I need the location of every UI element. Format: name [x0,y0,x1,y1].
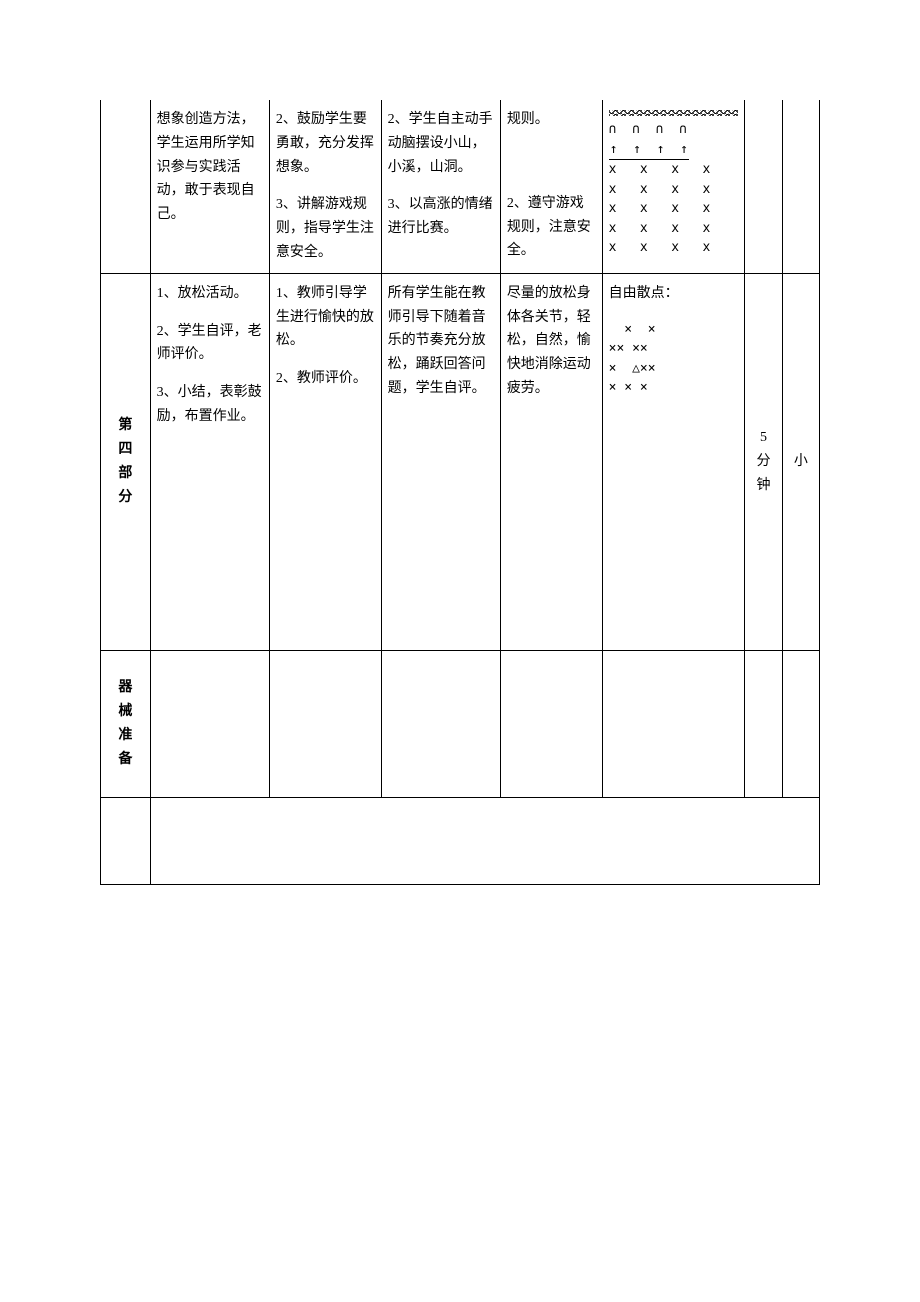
row1-col2: 2、鼓励学生要勇敢，充分发挥想象。 3、讲解游戏规则，指导学生注意安全。 [269,100,381,273]
diagram-x-row: x x x x [609,201,711,216]
row2-col2: 1、教师引导学生进行愉快的放松。 2、教师评价。 [269,273,381,650]
label-char: 分 [107,486,144,510]
row2-col3-text: 所有学生能在教师引导下随着音乐的节奏充分放松，踊跃回答问题，学生自评。 [388,282,494,401]
diagram-x-row: x x x x [609,182,711,197]
row1-diagram-cell: ∩ ∩ ∩ ∩ ↑ ↑ ↑ ↑ x x x x x x x x x x x x … [602,100,745,273]
row3-col1 [150,650,269,797]
diagram-x-row: x x x x [609,221,711,236]
label-char: 四 [107,438,144,462]
row3-col5 [602,650,745,797]
row1-col6 [745,100,782,273]
row2-label: 第 四 部 分 [101,273,151,650]
row1-col1-text: 想象创造方法，学生运用所学知识参与实践活动，敢于表现自己。 [157,108,263,227]
row3-col6 [745,650,782,797]
row2-diagram: × × ×× ×× × △×× × × × [609,320,739,398]
row2-col2-item1: 1、教师引导学生进行愉快的放松。 [276,282,375,353]
row2-intensity: 小 [782,273,819,650]
scatter-line: × × [609,322,656,337]
row2-diagram-title: 自由散点： [609,282,739,306]
row1-diagram: ∩ ∩ ∩ ∩ ↑ ↑ ↑ ↑ x x x x x x x x x x x x … [609,120,739,258]
row1-col4-item1: 规则。 [507,108,596,132]
row2-col4: 尽量的放松身体各关节，轻松，自然，愉快地消除运动疲劳。 [500,273,602,650]
row2-col1: 1、放松活动。 2、学生自评，老师评价。 3、小结，表彰鼓励，布置作业。 [150,273,269,650]
row4-span [150,797,819,884]
row1-col2-item3: 3、讲解游戏规则，指导学生注意安全。 [276,193,375,264]
row2-col2-item2: 2、教师评价。 [276,367,375,391]
row1-col4-item2: 2、遵守游戏规则，注意安全。 [507,192,596,263]
row1-col4: 规则。 2、遵守游戏规则，注意安全。 [500,100,602,273]
row2-diagram-cell: 自由散点： × × ×× ×× × △×× × × × [602,273,745,650]
label-char: 第 [107,414,144,438]
label-char: 准 [107,724,144,748]
row3-col7 [782,650,819,797]
row2-col3: 所有学生能在教师引导下随着音乐的节奏充分放松，踊跃回答问题，学生自评。 [381,273,500,650]
page: 想象创造方法，学生运用所学知识参与实践活动，敢于表现自己。 2、鼓励学生要勇敢，… [0,0,920,985]
duration-text: 5分钟 [757,430,771,493]
diagram-x-row: x x x x [609,240,711,255]
label-char: 器 [107,676,144,700]
label-char: 备 [107,748,144,772]
label-char: 械 [107,700,144,724]
row-continuation: 想象创造方法，学生运用所学知识参与实践活动，敢于表现自己。 2、鼓励学生要勇敢，… [101,100,820,273]
intensity-text: 小 [794,454,808,469]
lesson-table: 想象创造方法，学生运用所学知识参与实践活动，敢于表现自己。 2、鼓励学生要勇敢，… [100,100,820,885]
diagram-arches: ∩ ∩ ∩ ∩ [609,122,687,137]
row3-label: 器 械 准 备 [101,650,151,797]
row-part4: 第 四 部 分 1、放松活动。 2、学生自评，老师评价。 3、小结，表彰鼓励，布… [101,273,820,650]
row2-col1-item3: 3、小结，表彰鼓励，布置作业。 [157,381,263,429]
row3-col4 [500,650,602,797]
row1-col3-item2: 2、学生自主动手动脑摆设小山，小溪，山洞。 [388,108,494,179]
row3-col3 [381,650,500,797]
row1-col7 [782,100,819,273]
scatter-line: × × × [609,380,648,395]
scatter-line: × △×× [609,361,656,376]
row1-col3-item3: 3、以高涨的情绪进行比赛。 [388,193,494,241]
row1-col1: 想象创造方法，学生运用所学知识参与实践活动，敢于表现自己。 [150,100,269,273]
row2-col1-item2: 2、学生自评，老师评价。 [157,320,263,368]
diagram-arrows: ↑ ↑ ↑ ↑ [609,140,689,161]
row1-col2-item2: 2、鼓励学生要勇敢，充分发挥想象。 [276,108,375,179]
row-empty [101,797,820,884]
diagram-x-row: x x x x [609,162,711,177]
row3-col2 [269,650,381,797]
row4-label [101,797,151,884]
label-char: 部 [107,462,144,486]
row2-col4-text: 尽量的放松身体各关节，轻松，自然，愉快地消除运动疲劳。 [507,282,596,401]
row2-col1-item1: 1、放松活动。 [157,282,263,306]
row1-col3: 2、学生自主动手动脑摆设小山，小溪，山洞。 3、以高涨的情绪进行比赛。 [381,100,500,273]
row-equipment: 器 械 准 备 [101,650,820,797]
wavy-line-icon [609,108,739,118]
scatter-line: ×× ×× [609,341,648,356]
row1-label [101,100,151,273]
row2-duration: 5分钟 [745,273,782,650]
